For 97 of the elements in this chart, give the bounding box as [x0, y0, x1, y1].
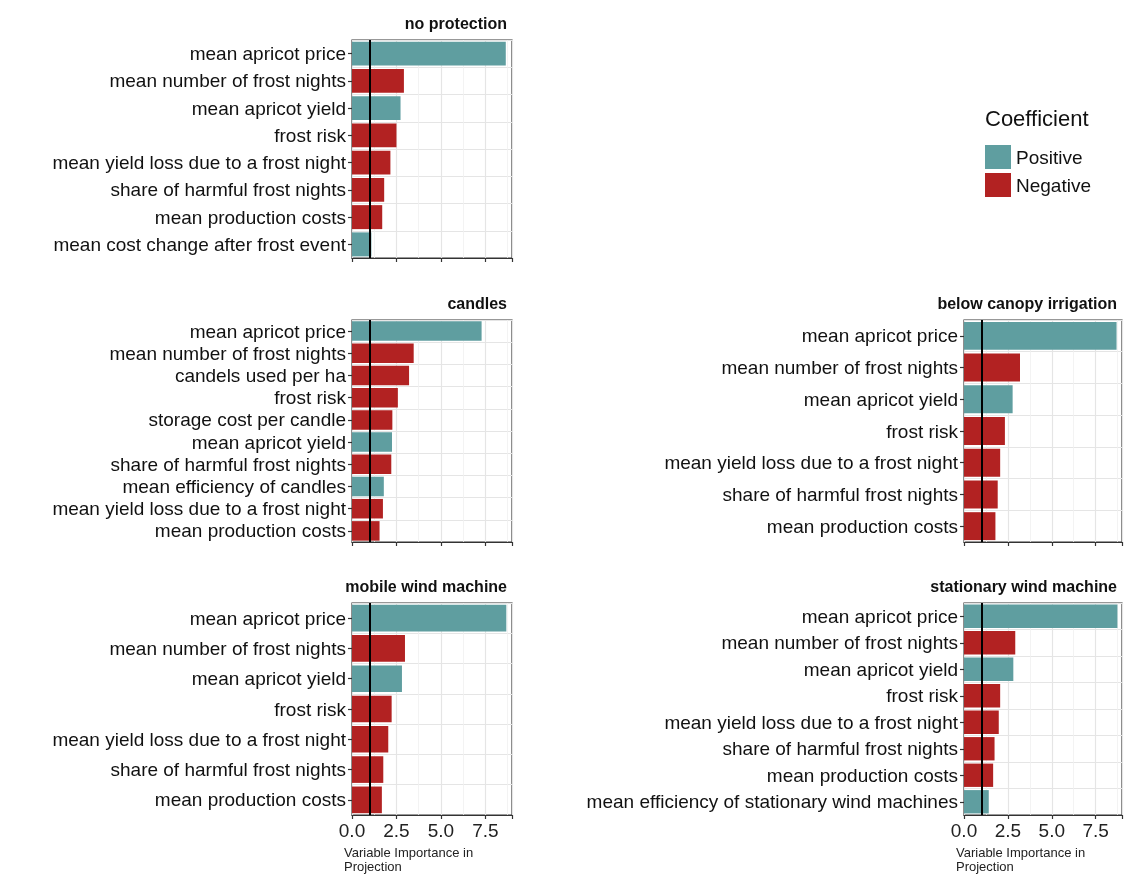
bar [352, 725, 389, 753]
x-tick-label: 0.0 [950, 820, 978, 841]
bar [352, 786, 382, 814]
y-tick-label: mean production costs [154, 520, 346, 542]
y-tick-label: mean production costs [154, 206, 346, 228]
bar [964, 512, 996, 541]
y-tick-label: mean apricot price [801, 605, 958, 627]
bar [352, 476, 384, 497]
y-tick-label: share of harmful frost nights [110, 179, 346, 201]
x-axis-title: Variable Importance in Projection [344, 844, 477, 874]
bar [352, 150, 391, 175]
x-tick-label: 0.0 [338, 820, 366, 841]
chart-title: stationary wind machine [930, 577, 1118, 595]
bar [352, 205, 383, 230]
legend-label: Negative [1016, 174, 1091, 196]
bar [964, 604, 1118, 628]
y-tick-label: mean apricot yield [191, 431, 346, 453]
legend-title: Coefficient [985, 105, 1089, 131]
y-tick-label: mean apricot yield [191, 97, 346, 119]
y-tick-label: frost risk [886, 685, 959, 707]
bar [352, 432, 392, 452]
bar [964, 385, 1013, 414]
y-tick-label: mean apricot price [801, 325, 958, 347]
bar [964, 737, 995, 761]
bar [352, 635, 405, 662]
bar [352, 96, 401, 121]
y-tick-label: share of harmful frost nights [110, 759, 346, 781]
x-tick-label: 5.0 [1038, 820, 1065, 841]
bar [352, 321, 482, 341]
y-tick-label: mean apricot yield [803, 658, 958, 680]
bar [964, 353, 1020, 382]
bar [352, 410, 393, 430]
bar [352, 177, 385, 202]
y-tick-label: mean yield loss due to a frost night [52, 728, 347, 750]
chart-title: no protection [404, 14, 508, 32]
chart-title: candles [447, 294, 508, 312]
y-tick-label: mean yield loss due to a frost night [664, 711, 959, 733]
y-tick-label: mean cost change after frost event [53, 233, 347, 255]
bar [352, 387, 398, 408]
chart-title: mobile wind machine [345, 577, 508, 595]
bar [352, 123, 397, 148]
bar [964, 710, 999, 734]
bar [352, 454, 392, 475]
y-tick-label: mean number of frost nights [721, 632, 958, 654]
y-tick-label: mean apricot price [189, 320, 346, 342]
y-tick-label: mean efficiency of stationary wind machines [586, 791, 958, 813]
y-tick-label: candels used per ha [174, 365, 347, 386]
bar [964, 480, 998, 509]
y-tick-label: share of harmful frost nights [722, 738, 958, 760]
x-tick-label: 7.5 [472, 820, 499, 841]
bar [352, 343, 414, 364]
y-tick-label: mean number of frost nights [109, 637, 346, 659]
x-axis-title: Variable Importance in Projection [956, 844, 1089, 874]
x-tick-label: 2.5 [994, 820, 1022, 841]
y-tick-label: mean production costs [766, 764, 958, 786]
bar [352, 521, 380, 541]
y-tick-label: frost risk [886, 420, 959, 442]
bar [352, 665, 402, 693]
bar [352, 41, 506, 66]
chart-title: below canopy irrigation [937, 294, 1117, 312]
bar [964, 657, 1014, 681]
y-tick-label: mean yield loss due to a frost night [52, 152, 347, 174]
bar [964, 790, 989, 814]
y-tick-label: share of harmful frost nights [110, 453, 346, 475]
y-tick-label: mean production costs [766, 515, 958, 537]
y-tick-label: mean number of frost nights [109, 70, 346, 92]
bar [964, 321, 1117, 350]
y-tick-label: mean efficiency of candles [122, 476, 346, 497]
bar [352, 756, 384, 783]
bar [964, 448, 1001, 477]
y-tick-label: storage cost per candle [148, 409, 346, 431]
bar [352, 695, 392, 723]
bar [352, 498, 383, 519]
y-tick-label: mean yield loss due to a frost night [664, 452, 959, 474]
y-tick-label: mean number of frost nights [721, 357, 958, 379]
y-tick-label: mean apricot yield [191, 668, 346, 690]
y-tick-label: share of harmful frost nights [722, 483, 958, 505]
bar [352, 365, 410, 386]
bar [964, 763, 994, 787]
y-tick-label: frost risk [274, 387, 347, 409]
y-tick-label: mean apricot price [189, 43, 346, 65]
bar [964, 631, 1016, 655]
bar [964, 417, 1005, 445]
y-tick-label: mean apricot yield [803, 388, 958, 410]
y-tick-label: mean production costs [154, 789, 346, 811]
x-tick-label: 7.5 [1082, 820, 1109, 841]
bar [964, 684, 1001, 708]
x-tick-label: 5.0 [427, 820, 455, 841]
y-tick-label: mean yield loss due to a frost night [52, 498, 347, 520]
y-tick-label: mean number of frost nights [109, 342, 346, 364]
bar [352, 604, 507, 632]
y-tick-label: mean apricot price [189, 607, 346, 629]
legend-label: Positive [1016, 146, 1083, 168]
bar [352, 68, 404, 93]
y-tick-label: frost risk [274, 698, 347, 720]
x-tick-label: 2.5 [383, 820, 410, 841]
y-tick-label: frost risk [274, 124, 347, 146]
